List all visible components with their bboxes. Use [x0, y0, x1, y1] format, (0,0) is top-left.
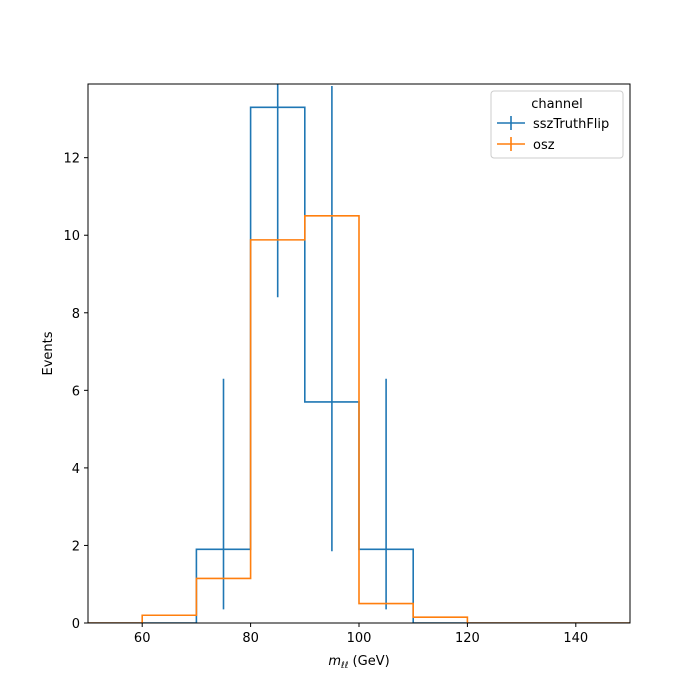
legend-label-sszTruthFlip: sszTruthFlip	[533, 117, 609, 132]
y-tick-label: 4	[72, 462, 80, 477]
y-tick-label: 10	[63, 229, 80, 244]
plot-area	[87, 83, 631, 624]
legend-entries: sszTruthFlip osz	[497, 116, 609, 153]
y-tick-label: 12	[63, 152, 80, 167]
x-tick-label: 80	[242, 631, 259, 646]
x-tick-label: 100	[347, 631, 372, 646]
x-axis-label-subscript: ℓℓ	[340, 661, 348, 671]
y-tick-label: 6	[72, 384, 80, 399]
legend-label-osz: osz	[533, 138, 555, 153]
x-axis-label-unit: (GeV)	[348, 654, 389, 669]
y-axis: 0 2 4 6 8 10 12	[63, 152, 88, 632]
series-group	[88, 84, 630, 623]
y-tick-label: 8	[72, 307, 80, 322]
x-axis-label: mℓℓ (GeV)	[328, 654, 389, 671]
x-axis-label-main: m	[328, 654, 341, 669]
legend-title: channel	[531, 97, 582, 112]
legend: channel sszTruthFlip osz	[490, 90, 624, 159]
x-tick-label: 60	[134, 631, 151, 646]
y-axis-label: Events	[41, 331, 56, 375]
y-tick-label: 0	[72, 617, 80, 632]
legend-box	[490, 90, 624, 159]
x-tick-label: 140	[563, 631, 588, 646]
series-line-osz	[88, 215, 630, 623]
x-tick-label: 120	[455, 631, 480, 646]
y-tick-label: 2	[72, 539, 80, 554]
x-axis: 60 80 100 120 140	[134, 623, 588, 646]
